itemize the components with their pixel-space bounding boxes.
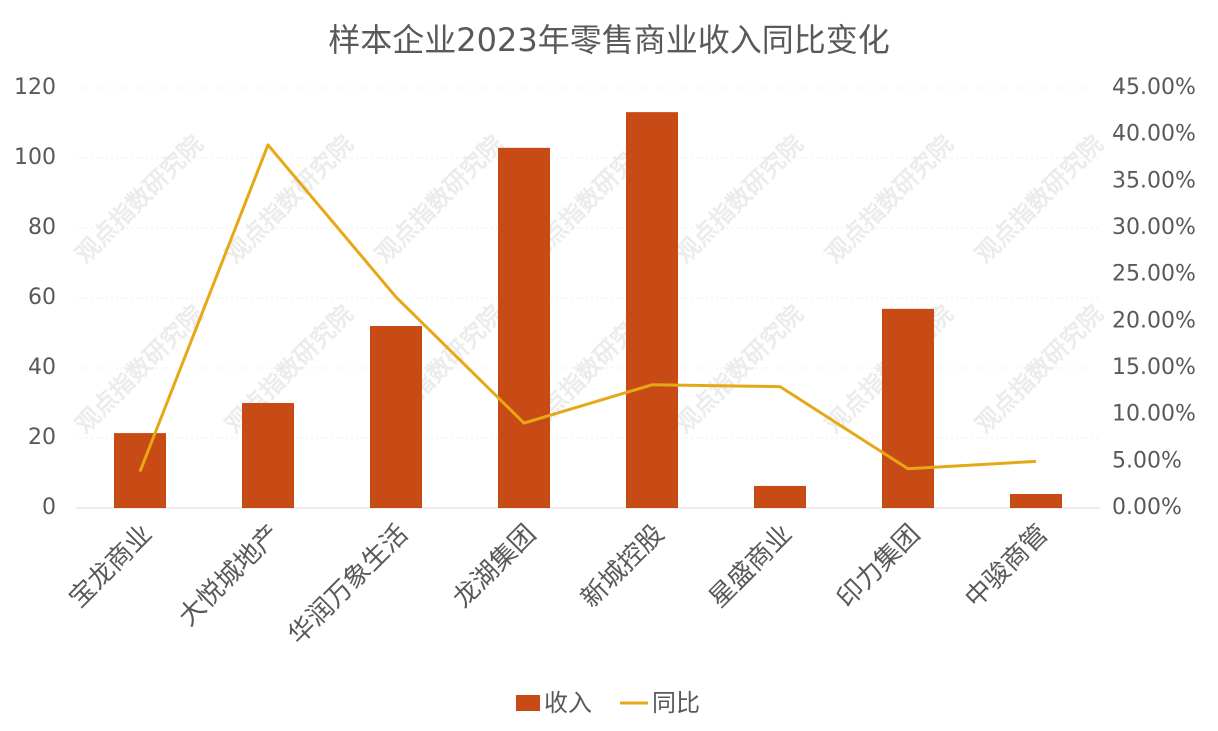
y-tick-label: 0 xyxy=(42,495,56,520)
watermark: 观点指数研究院 xyxy=(820,130,959,269)
bar xyxy=(626,112,678,509)
legend-label: 同比 xyxy=(652,689,700,717)
y2-tick-label: 20.00% xyxy=(1112,308,1196,333)
y-tick-label: 20 xyxy=(28,425,56,450)
x-tick-label: 新城控股 xyxy=(575,519,670,614)
y2-tick-label: 0.00% xyxy=(1112,495,1182,520)
bar xyxy=(498,147,550,508)
bar xyxy=(1010,494,1062,508)
watermark: 观点指数研究院 xyxy=(70,300,209,439)
y2-tick-label: 10.00% xyxy=(1112,402,1196,427)
watermark: 观点指数研究院 xyxy=(220,130,359,269)
x-tick-label: 星盛商业 xyxy=(703,519,798,614)
y2-tick-label: 45.00% xyxy=(1112,75,1196,100)
y2-tick-label: 15.00% xyxy=(1112,355,1196,380)
y2-tick-label: 5.00% xyxy=(1112,448,1182,473)
x-tick-label: 大悦城地产 xyxy=(173,519,286,632)
watermark: 观点指数研究院 xyxy=(70,130,209,269)
watermark: 观点指数研究院 xyxy=(970,300,1109,439)
y-tick-label: 80 xyxy=(28,215,56,240)
watermark: 观点指数研究院 xyxy=(970,130,1109,269)
x-tick-label: 印力集团 xyxy=(831,519,926,614)
line xyxy=(138,143,1037,473)
x-tick-label: 华润万象生活 xyxy=(283,519,415,651)
y2-tick-label: 40.00% xyxy=(1112,122,1196,147)
y-tick-label: 120 xyxy=(14,75,56,100)
y-tick-label: 60 xyxy=(28,285,56,310)
y2-tick-label: 30.00% xyxy=(1112,215,1196,240)
bar xyxy=(242,403,294,508)
watermark: 观点指数研究院 xyxy=(670,130,809,269)
watermark: 观点指数研究院 xyxy=(670,300,809,439)
x-tick-label: 宝龙商业 xyxy=(63,519,158,614)
bar xyxy=(370,326,422,508)
y2-tick-label: 35.00% xyxy=(1112,168,1196,193)
y2-tick-label: 25.00% xyxy=(1112,262,1196,287)
legend-label: 收入 xyxy=(544,689,592,717)
y-tick-label: 40 xyxy=(28,355,56,380)
chart-title: 样本企业2023年零售商业收入同比变化 xyxy=(328,21,889,59)
y-tick-label: 100 xyxy=(14,145,56,170)
bar xyxy=(754,485,806,508)
watermark: 观点指数研究院 xyxy=(370,130,509,269)
bar xyxy=(882,308,934,508)
x-tick-label: 中骏商管 xyxy=(959,519,1054,614)
legend-swatch xyxy=(516,695,540,711)
x-tick-label: 龙湖集团 xyxy=(447,519,542,614)
